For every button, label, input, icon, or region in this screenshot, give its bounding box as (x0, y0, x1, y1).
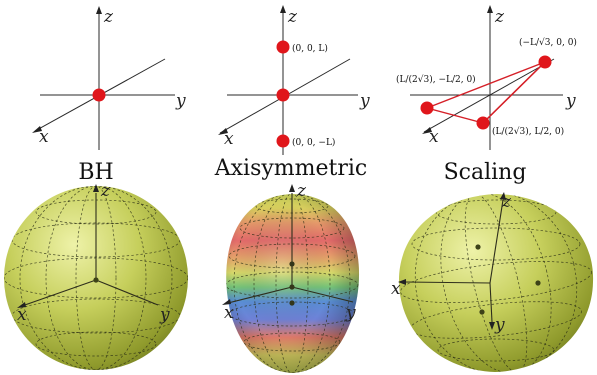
scaling-sphere-y-arrow-icon (489, 322, 495, 330)
axisym-sphere-x-label: x (224, 303, 234, 323)
axisym-bottom-point-label: (0, 0, −L) (292, 137, 335, 148)
axisym-sphere-z-label: z (296, 181, 307, 201)
bh-sphere-x-label: x (17, 305, 27, 325)
scaling-title: Scaling (444, 160, 527, 185)
scaling-sphere-y-label: y (494, 315, 505, 335)
bh-x-label: x (39, 127, 49, 147)
bh-horizon-sphere (4, 186, 188, 370)
axisym-center-point (276, 88, 290, 102)
scaling-x-label: x (429, 127, 439, 147)
bh-x-arrow-icon (32, 126, 42, 133)
axisym-x-arrow-icon (218, 128, 228, 135)
scaling-sphere-x-arrow-icon (398, 279, 406, 285)
axisym-x-label: x (224, 129, 234, 149)
axisym-bottom-point (276, 134, 290, 148)
scaling-x-axis (423, 58, 555, 133)
scaling-z-label: z (494, 7, 505, 27)
scaling-sphere-z-label: z (501, 192, 512, 212)
scaling-top-point (538, 55, 552, 69)
scaling-triangle (424, 61, 546, 124)
bh-sphere-z-label: z (100, 181, 111, 201)
axisym-z-label: z (287, 7, 298, 27)
axisym-z-arrow-icon (280, 5, 286, 13)
axisym-sphere-z-arrow-icon (289, 184, 295, 192)
axisym-y-label: y (359, 91, 370, 111)
axisym-top-point (276, 40, 290, 54)
bh-axes-diagram: z y x (32, 6, 186, 150)
axisym-top-point-label: (0, 0, L) (292, 43, 328, 54)
scaling-x-arrow-icon (422, 127, 432, 134)
bh-sphere-y-label: y (159, 305, 170, 325)
scaling-axes-diagram: z y x (−L/√3, 0, 0) (L/(2√3), −L/2, 0) (… (396, 5, 577, 150)
axisymmetric-axes-diagram: z y x (0, 0, L) (0, 0, −L) (218, 5, 370, 155)
bh-sphere-z-arrow-icon (93, 184, 99, 192)
bh-y-label: y (175, 91, 186, 111)
scaling-left-point-label: (L/(2√3), −L/2, 0) (396, 74, 476, 85)
scaling-horizon-surface (398, 194, 594, 372)
scaling-left-point (420, 101, 434, 115)
scaling-bottom-point (476, 116, 490, 130)
scaling-y-label: y (565, 91, 576, 111)
scaling-sphere-z-arrow-icon (500, 192, 506, 200)
scaling-z-arrow-icon (487, 5, 493, 13)
scaling-sphere-x-label: x (391, 279, 401, 299)
axisym-sphere-x-arrow-icon (222, 299, 231, 305)
axisymmetric-title: Axisymmetric (214, 156, 368, 181)
scaling-triangle-inner-edge (482, 61, 546, 124)
scaling-top-point-label: (−L/√3, 0, 0) (519, 37, 577, 48)
bh-sphere-x-arrow-icon (17, 302, 26, 308)
bh-title: BH (78, 160, 113, 185)
axisymmetric-horizon-surface (226, 193, 360, 373)
bh-z-label: z (103, 7, 114, 27)
bh-z-arrow-icon (96, 6, 102, 14)
bh-mass-point (92, 88, 106, 102)
scaling-bottom-point-label: (L/(2√3), L/2, 0) (492, 126, 564, 137)
axisym-sphere-y-label: y (345, 303, 356, 323)
